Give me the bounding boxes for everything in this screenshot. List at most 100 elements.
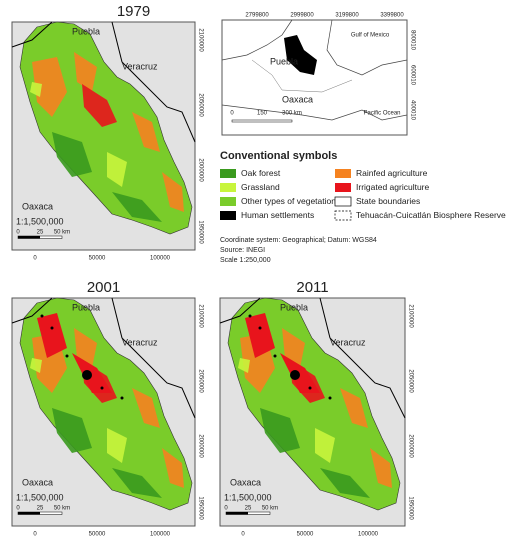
state-label: Veracruz	[122, 337, 158, 347]
land-cover-patch	[162, 448, 184, 488]
settlement	[40, 314, 44, 318]
y-tick-label: 2100000	[407, 304, 413, 328]
legend-swatch	[334, 196, 352, 207]
state-label: Oaxaca	[22, 201, 53, 211]
x-tick-label: 0	[33, 256, 37, 262]
state-boundary	[111, 21, 196, 143]
note: Scale 1:250,000	[220, 257, 271, 264]
x-tick-label: 50000	[89, 532, 106, 538]
scale-bar	[226, 512, 248, 515]
scale-bar-label: 0	[16, 506, 20, 512]
legend-label: State boundaries	[356, 196, 420, 206]
settlement	[248, 314, 252, 318]
x-tick-label: 3399800	[380, 13, 404, 19]
map-panel: 2011 Puebla Veracruz Oaxaca 1:1,500,000 0 25 50…	[219, 279, 413, 538]
land-cover-patch	[280, 353, 320, 393]
state-label: Oaxaca	[230, 477, 261, 487]
region	[227, 297, 401, 511]
land-cover-patch	[132, 388, 160, 428]
legend-label: Grassland	[241, 182, 280, 192]
legend-label: Irrigated agriculture	[356, 182, 430, 192]
settlement	[100, 386, 104, 390]
land-cover-patch	[72, 353, 112, 393]
scale-bar	[18, 236, 40, 239]
settlement	[50, 326, 54, 330]
scale-bar-label: 50 km	[262, 506, 278, 512]
legend-swatch	[220, 211, 236, 220]
scale-bar-label: 50 km	[54, 230, 70, 236]
x-tick-label: 100000	[358, 532, 379, 538]
land-cover-patch	[260, 408, 300, 453]
scale-bar-label: 150	[257, 111, 268, 117]
y-tick-label: 600010	[409, 65, 415, 86]
y-tick-label: 2050000	[197, 93, 203, 117]
region	[19, 297, 193, 511]
land-cover-patch	[370, 448, 392, 488]
land-cover-patch	[82, 84, 117, 127]
land-cover-patch	[340, 388, 368, 428]
state-boundary	[111, 297, 196, 419]
land-cover-patch	[238, 358, 250, 373]
settlement	[273, 354, 277, 358]
x-tick-label: 100000	[150, 532, 171, 538]
land-cover-patch	[245, 313, 275, 358]
coastline	[221, 19, 293, 61]
inset-label: Gulf of Mexico	[351, 33, 390, 39]
state-boundary	[219, 297, 261, 324]
y-tick-label: 2050000	[407, 369, 413, 393]
land-cover-patch	[112, 192, 162, 222]
land-cover-patch	[162, 172, 184, 212]
land-cover-patch	[107, 428, 127, 463]
land-cover-patch	[30, 358, 42, 373]
legend-label: Other types of vegetation	[241, 196, 336, 206]
legend-swatch	[220, 183, 236, 192]
scale-bar-label: 300 km	[282, 111, 302, 117]
y-tick-label: 800010	[409, 30, 415, 51]
x-tick-label: 0	[241, 532, 245, 538]
scale-bar-label: 0	[224, 506, 228, 512]
x-tick-label: 2999800	[290, 13, 314, 19]
inset-label: Oaxaca	[282, 94, 313, 104]
settlement	[290, 370, 300, 380]
y-tick-label: 2000000	[407, 434, 413, 458]
region	[19, 21, 193, 235]
land-cover-patch	[112, 468, 162, 498]
y-tick-label: 2000000	[197, 434, 203, 458]
legend-label: Oak forest	[241, 168, 281, 178]
land-cover-patch	[132, 112, 160, 152]
state-boundary	[319, 297, 406, 419]
map-title: 2011	[296, 279, 328, 296]
state-label: Puebla	[72, 302, 100, 312]
map-panel: 2001 Puebla Veracruz Oaxaca 1:1,500,000 0 25 50…	[11, 279, 203, 538]
x-tick-label: 3199800	[335, 13, 359, 19]
x-tick-label: 50000	[89, 256, 106, 262]
coastline	[221, 104, 408, 121]
land-cover-patch	[315, 428, 335, 463]
map-scale: 1:1,500,000	[224, 492, 272, 502]
land-cover-patch	[52, 408, 92, 453]
legend-label: Human settlements	[241, 210, 314, 220]
settlement	[328, 396, 332, 400]
y-tick-label: 400010	[409, 100, 415, 121]
state-boundary	[11, 297, 53, 324]
inset-map: Gulf of Mexico Puebla Oaxaca Pacific Ocean 0…	[221, 13, 415, 136]
settlement	[82, 370, 92, 380]
scale-bar	[231, 119, 293, 123]
settlement	[120, 396, 124, 400]
legend-swatch	[335, 169, 351, 178]
land-cover-patch	[74, 52, 97, 92]
scale-bar-label: 25	[37, 230, 44, 236]
state-boundary	[11, 21, 53, 48]
legend-swatch	[220, 197, 236, 206]
coastline	[326, 19, 408, 76]
state-label: Puebla	[72, 26, 100, 36]
land-cover-patch	[52, 132, 92, 177]
land-cover-patch	[37, 313, 67, 358]
inset-label: Pacific Ocean	[363, 111, 400, 117]
x-tick-label: 50000	[297, 532, 314, 538]
map-title: 2001	[87, 279, 120, 296]
y-tick-label: 2000000	[197, 158, 203, 182]
legend-label: Rainfed agriculture	[356, 168, 428, 178]
land-cover-patch	[30, 82, 42, 97]
